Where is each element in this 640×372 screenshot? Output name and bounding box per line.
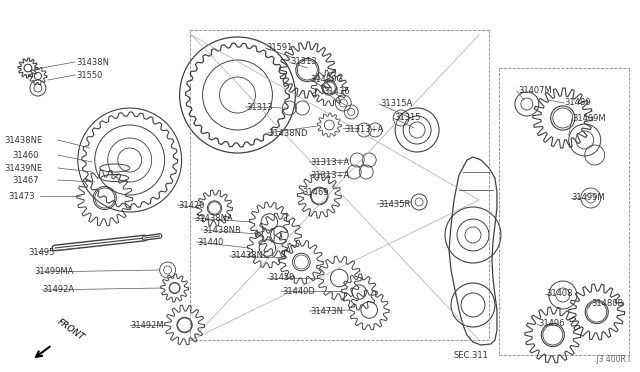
Text: 31438NA: 31438NA	[195, 214, 234, 222]
Text: 31315: 31315	[394, 112, 420, 122]
Text: 31495: 31495	[28, 247, 54, 257]
Text: 31450: 31450	[268, 273, 295, 282]
Text: FRONT: FRONT	[56, 317, 86, 342]
Text: 31499M: 31499M	[572, 192, 605, 202]
Text: 31438NB: 31438NB	[203, 225, 241, 234]
Text: 31469: 31469	[302, 187, 329, 196]
Text: 31313+A: 31313+A	[310, 170, 349, 180]
Text: 31420: 31420	[179, 201, 205, 209]
Text: 31313+A: 31313+A	[344, 125, 383, 134]
Text: 31313: 31313	[291, 57, 317, 65]
Text: 31480: 31480	[564, 97, 591, 106]
Text: 31496: 31496	[538, 318, 564, 327]
Text: 31438N: 31438N	[76, 58, 109, 67]
Text: 31409M: 31409M	[573, 113, 606, 122]
Text: 31313: 31313	[246, 103, 273, 112]
Text: 31473: 31473	[8, 192, 35, 201]
Text: 31492M: 31492M	[131, 321, 164, 330]
Text: 31473N: 31473N	[310, 307, 343, 315]
Text: 31407M: 31407M	[518, 86, 552, 94]
Text: 31438NE: 31438NE	[4, 135, 42, 144]
Text: 31480G: 31480G	[310, 74, 343, 83]
Text: 31440D: 31440D	[282, 286, 316, 295]
Text: 31440: 31440	[198, 237, 224, 247]
Text: 31460: 31460	[12, 151, 38, 160]
Text: 31315A: 31315A	[380, 99, 412, 108]
Text: SEC.311: SEC.311	[453, 352, 488, 360]
Text: 31499MA: 31499MA	[34, 267, 74, 276]
Text: 31408: 31408	[546, 289, 572, 298]
Text: 31435R: 31435R	[378, 199, 411, 208]
Text: 31438ND: 31438ND	[268, 128, 308, 138]
Text: 31591: 31591	[266, 42, 293, 51]
Text: 31492A: 31492A	[42, 285, 74, 295]
Text: 31313+A: 31313+A	[310, 157, 349, 167]
Text: 31439NE: 31439NE	[4, 164, 42, 173]
Text: 31436: 31436	[323, 87, 350, 96]
Text: 31550: 31550	[76, 71, 102, 80]
Text: 31438NC: 31438NC	[230, 251, 269, 260]
Text: 31467: 31467	[12, 176, 38, 185]
Text: .J3 400R.I: .J3 400R.I	[594, 356, 630, 365]
Text: 31480B: 31480B	[592, 298, 624, 308]
